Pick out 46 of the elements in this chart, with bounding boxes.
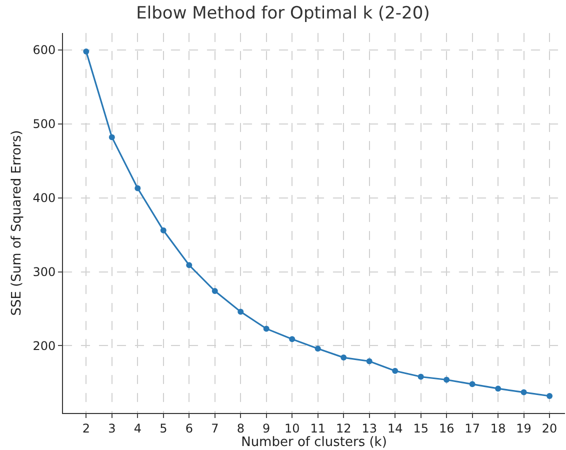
- x-tick-label: 16: [438, 421, 454, 436]
- x-axis-title: Number of clusters (k): [241, 435, 387, 450]
- x-tick-label: 13: [362, 421, 377, 436]
- x-tick-label: 20: [542, 421, 558, 436]
- point: [238, 308, 244, 315]
- point: [108, 134, 115, 140]
- y-tick-label: 600: [32, 43, 56, 58]
- x-tick-label: 7: [211, 421, 219, 436]
- x-tick-label: 11: [310, 421, 326, 436]
- x-tick-label: 12: [336, 421, 352, 436]
- point: [520, 389, 527, 396]
- y-tick-label: 300: [32, 264, 56, 279]
- x-tick-label: 8: [236, 421, 244, 436]
- y-tick-label: 400: [32, 191, 56, 206]
- chart-title: Elbow Method for Optimal k (2-20): [136, 4, 430, 24]
- point: [212, 288, 218, 294]
- point: [314, 346, 321, 352]
- point: [186, 262, 192, 268]
- point: [83, 48, 90, 54]
- point: [340, 354, 347, 361]
- point: [263, 326, 270, 332]
- x-tick-label: 18: [490, 421, 506, 436]
- point: [495, 386, 502, 392]
- point: [289, 336, 296, 342]
- point: [366, 358, 372, 364]
- point: [546, 393, 553, 399]
- point: [392, 368, 398, 374]
- point: [418, 374, 424, 380]
- y-axis-title: SSE (Sum of Squared Errors): [10, 130, 25, 316]
- point: [160, 227, 166, 234]
- x-tick-label: 5: [160, 421, 168, 436]
- x-tick-label: 10: [284, 421, 300, 436]
- x-tick-label: 17: [464, 421, 480, 436]
- x-tick-label: 6: [185, 421, 193, 436]
- x-tick-label: 2: [82, 421, 90, 436]
- x-tick-label: 4: [134, 421, 142, 436]
- x-tick-label: 3: [108, 421, 116, 436]
- y-tick-label: 500: [32, 117, 56, 132]
- x-tick-label: 9: [262, 421, 270, 436]
- x-tick-label: 15: [413, 421, 428, 436]
- point: [134, 185, 141, 192]
- point: [444, 376, 450, 383]
- x-tick-label: 14: [387, 421, 403, 436]
- x-tick-label: 19: [516, 421, 532, 436]
- point: [469, 381, 476, 388]
- y-tick-label: 200: [32, 338, 56, 353]
